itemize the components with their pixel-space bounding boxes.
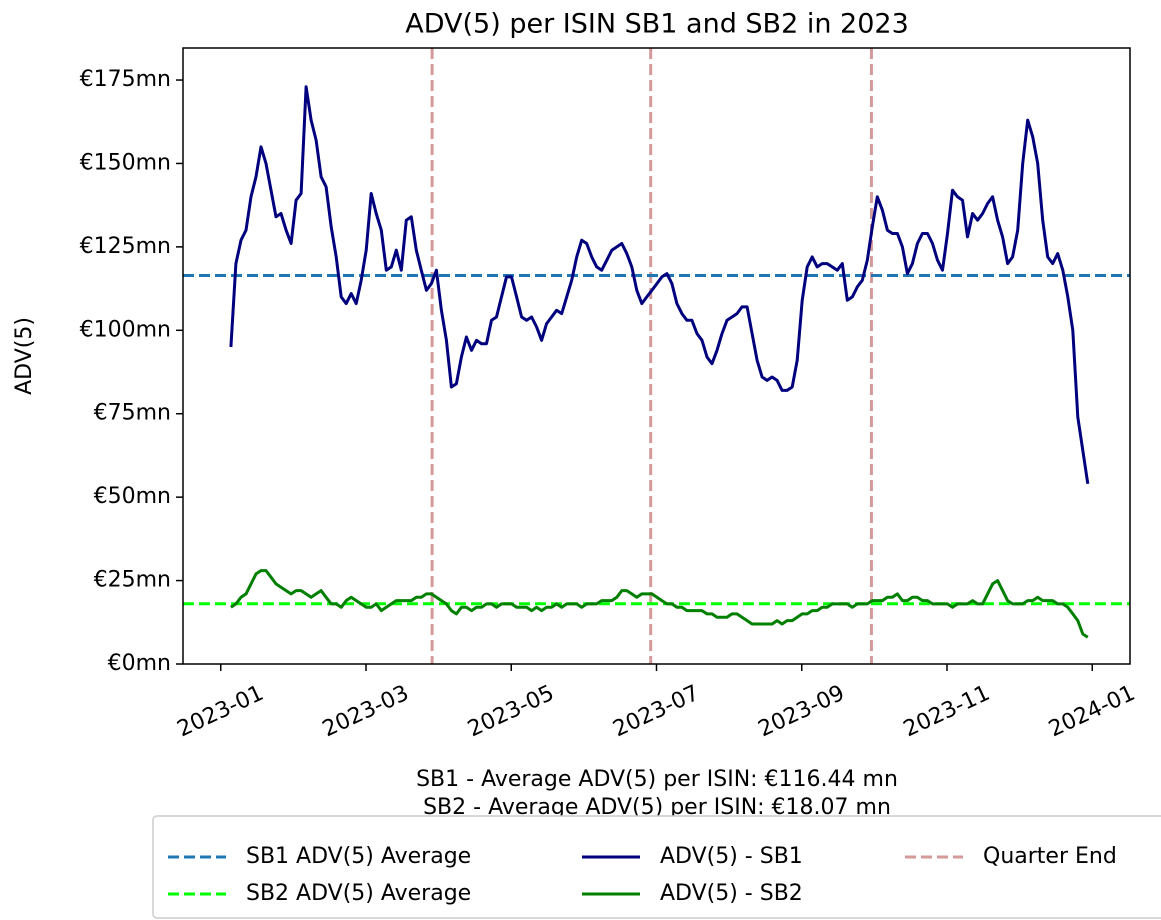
- y-axis-label: ADV(5): [12, 317, 37, 395]
- y-tick-label: €0mn: [108, 651, 171, 676]
- legend-label: SB1 ADV(5) Average: [246, 844, 471, 869]
- legend-label: ADV(5) - SB2: [660, 881, 803, 906]
- annotation: SB1 - Average ADV(5) per ISIN: €116.44 m…: [416, 767, 898, 792]
- legend-label: SB2 ADV(5) Average: [246, 881, 471, 906]
- y-tick-label: €150mn: [80, 150, 171, 175]
- y-tick-label: €125mn: [80, 234, 171, 259]
- chart-title: ADV(5) per ISIN SB1 and SB2 in 2023: [405, 9, 909, 40]
- y-tick-label: €50mn: [94, 484, 171, 509]
- series-line: [229, 85, 1090, 485]
- y-tick-label: €175mn: [80, 67, 171, 92]
- legend-box: [152, 815, 1161, 919]
- plot-frame: [182, 47, 1131, 665]
- y-tick-label: €75mn: [94, 401, 171, 426]
- y-tick-label: €100mn: [80, 317, 171, 342]
- legend-label: Quarter End: [983, 844, 1117, 869]
- legend-label: ADV(5) - SB1: [660, 844, 803, 869]
- series-line: [230, 569, 1089, 639]
- y-tick-label: €25mn: [94, 568, 171, 593]
